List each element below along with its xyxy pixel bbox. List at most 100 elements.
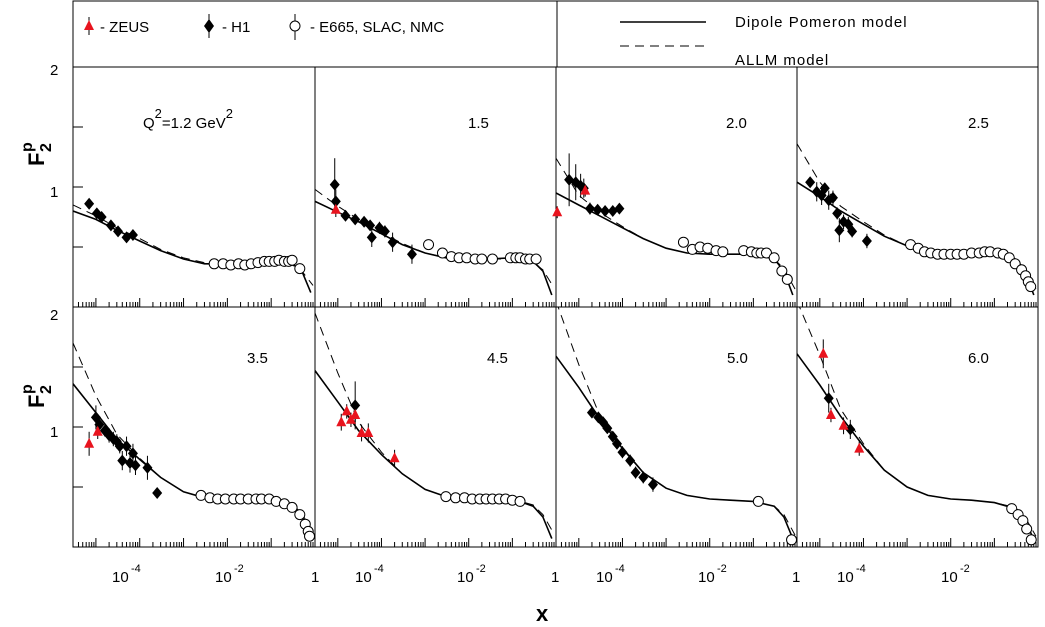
x-tick-label-1e-2: 10 xyxy=(457,569,474,586)
x-tick-exp: -4 xyxy=(856,563,866,575)
h1-point xyxy=(845,423,856,436)
x-tick-exp: -2 xyxy=(960,563,970,575)
data-points xyxy=(586,406,798,546)
allm-curve xyxy=(315,188,555,289)
y-tick-label-1-bottom: 1 xyxy=(50,424,58,441)
e665-slac-nmc-point xyxy=(195,489,207,501)
e665-slac-nmc-point xyxy=(440,491,452,503)
data-points xyxy=(84,405,316,542)
panel-ticks xyxy=(796,298,1039,307)
h1-point xyxy=(121,440,132,453)
panel-q2-label: 4.5 xyxy=(487,350,508,367)
e665-slac-nmc-point xyxy=(776,265,788,277)
e665-slac-nmc-point xyxy=(476,253,488,265)
h1-point xyxy=(834,224,845,237)
panel-q2-4.5: 4.5 xyxy=(314,306,557,548)
panel-frame xyxy=(796,66,1039,308)
e665-slac-nmc-point xyxy=(286,501,298,513)
zeus-point xyxy=(92,425,103,436)
allm-curve xyxy=(556,157,796,290)
panel-q2-label: 1.5 xyxy=(468,115,489,132)
h1-point xyxy=(330,195,341,208)
zeus-point xyxy=(330,203,341,214)
x-tick-label-1: 1 xyxy=(551,569,559,586)
e665-slac-nmc-point xyxy=(717,246,729,258)
h1-point xyxy=(350,399,361,412)
x-tick-label-1e-4: 10 xyxy=(837,569,854,586)
panel-ticks xyxy=(72,126,316,307)
x-tick-label-1: 1 xyxy=(311,569,319,586)
panel-frame xyxy=(314,66,557,308)
x-axis-title: x xyxy=(536,601,549,626)
h1-point xyxy=(614,202,625,215)
y-axis-labels: 2 1 2 1 F p 2 F p 2 xyxy=(19,62,58,441)
h1-point xyxy=(861,235,872,247)
h1-point xyxy=(127,229,138,241)
h1-point xyxy=(113,225,124,238)
e665-slac-nmc-point xyxy=(1025,534,1037,546)
model-curves xyxy=(556,157,796,296)
allm-curve xyxy=(73,204,314,286)
y-tick-label-2-bottom: 2 xyxy=(50,307,58,324)
legend-frame xyxy=(72,0,1039,68)
zeus-point xyxy=(580,184,591,195)
dipole-pomeron-curve xyxy=(315,200,553,296)
panel-q2-label: 6.0 xyxy=(968,350,989,367)
y-axis-title-top: F p 2 xyxy=(19,142,55,166)
zeus-point xyxy=(854,442,865,453)
legend-h1-label: - H1 xyxy=(222,19,250,36)
e665-slac-nmc-point xyxy=(752,495,764,507)
model-curves xyxy=(797,307,1037,541)
panel-ticks xyxy=(314,298,557,307)
panel-q2-label: 2.5 xyxy=(968,115,989,132)
panel-q2-label: 5.0 xyxy=(727,350,748,367)
y-axis-title-f: F xyxy=(24,153,49,166)
x-axis-labels: 10 -4 10 -2 1 10 -4 10 -2 1 10 -4 10 -2 … xyxy=(112,563,970,626)
x-tick-labels-col3: 10 -4 10 -2 1 xyxy=(596,563,800,586)
zeus-point xyxy=(84,437,95,448)
y-axis-title-sup: p xyxy=(19,384,36,394)
e665-slac-nmc-point xyxy=(423,239,435,251)
y-axis-title-bottom: F p 2 xyxy=(19,384,55,408)
h1-point xyxy=(847,225,858,238)
x-tick-label-1: 1 xyxy=(792,569,800,586)
h1-point xyxy=(114,440,125,453)
x-tick-labels-col1: 10 -4 10 -2 1 xyxy=(112,563,319,586)
zeus-point xyxy=(552,206,563,217)
legend-allm-label: ALLM model xyxy=(735,52,829,69)
data-points xyxy=(329,158,542,265)
h1-point xyxy=(340,209,351,222)
x-tick-exp: -2 xyxy=(476,563,486,575)
q2-symbol-sup: 2 xyxy=(155,106,162,121)
e665-slac-nmc-point xyxy=(530,253,542,265)
data-points xyxy=(805,176,1037,293)
allm-curve xyxy=(315,312,555,535)
h1-point xyxy=(130,459,141,472)
x-tick-exp: -2 xyxy=(234,563,244,575)
data-points xyxy=(84,197,306,275)
zeus-point xyxy=(818,347,829,358)
zeus-point xyxy=(336,416,347,427)
panel-q2-5.0: 5.0 xyxy=(555,306,798,548)
x-tick-label-1e-2: 10 xyxy=(215,569,232,586)
h1-point xyxy=(638,471,649,484)
h1-point xyxy=(105,219,116,232)
h1-point xyxy=(84,197,95,210)
zeus-point xyxy=(341,405,352,416)
zeus-point xyxy=(363,427,374,437)
x-tick-labels-col2: 10 -4 10 -2 1 xyxy=(355,563,559,586)
y-axis-title-sub: 2 xyxy=(38,143,55,152)
y-axis-title-f: F xyxy=(24,395,49,408)
x-tick-exp: -4 xyxy=(374,563,384,575)
e665-slac-nmc-point xyxy=(677,236,689,248)
h1-point xyxy=(630,466,641,479)
x-tick-label-1e-2: 10 xyxy=(941,569,958,586)
x-tick-label-1e-4: 10 xyxy=(596,569,613,586)
h1-point xyxy=(142,461,153,474)
h1-point xyxy=(625,454,636,467)
dipole-pomeron-curve xyxy=(73,383,312,538)
h1-point xyxy=(827,191,838,204)
q2-value: =1.2 GeV xyxy=(162,115,226,132)
dipole-pomeron-curve xyxy=(315,370,553,539)
h1-point xyxy=(805,176,816,189)
